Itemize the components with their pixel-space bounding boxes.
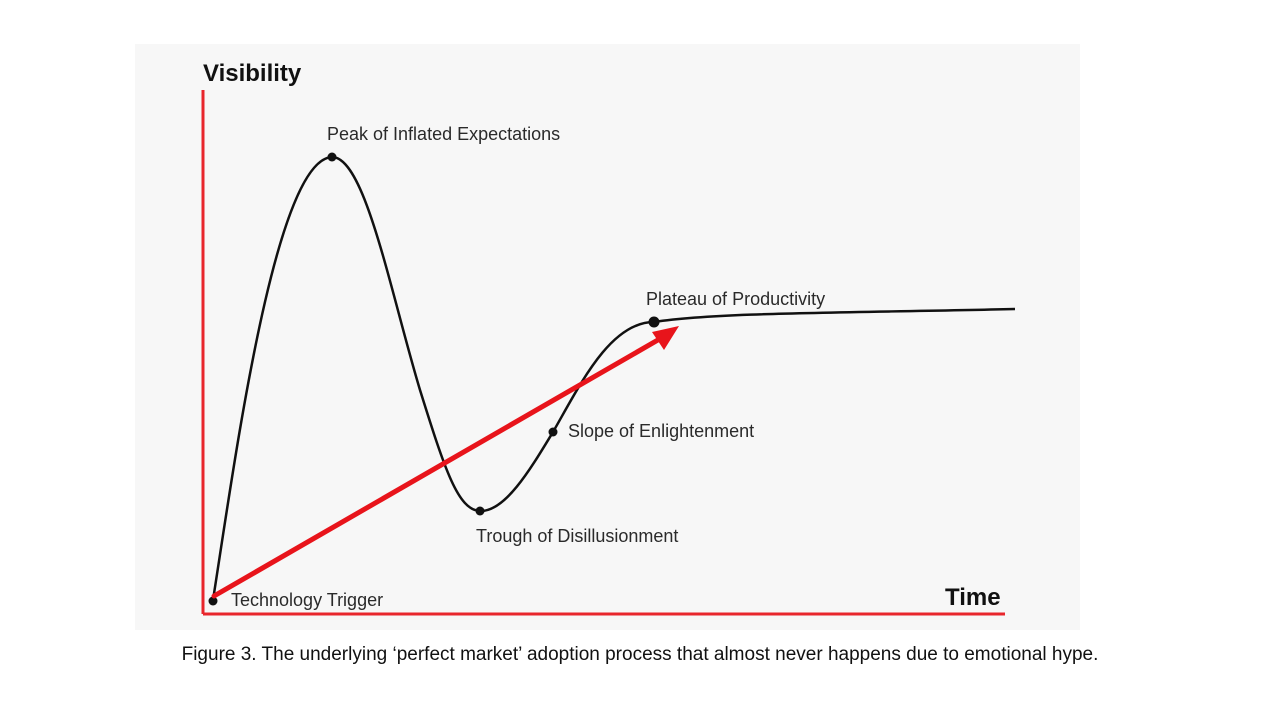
figure-panel bbox=[135, 44, 1080, 630]
y-axis-title: Visibility bbox=[203, 60, 302, 87]
label-technology-trigger: Technology Trigger bbox=[231, 590, 383, 610]
arrowhead-icon bbox=[652, 326, 679, 350]
point-plateau-of-productivity bbox=[648, 316, 660, 328]
hype-curve bbox=[211, 155, 1016, 601]
label-trough-of-disillusionment: Trough of Disillusionment bbox=[476, 526, 678, 546]
point-slope-of-enlightenment bbox=[548, 427, 558, 437]
x-axis-title: Time bbox=[945, 584, 1001, 611]
point-technology-trigger bbox=[208, 596, 218, 606]
label-plateau-of-productivity: Plateau of Productivity bbox=[646, 289, 825, 309]
label-slope-of-enlightenment: Slope of Enlightenment bbox=[568, 421, 754, 441]
figure-caption: Figure 3. The underlying ‘perfect market… bbox=[181, 644, 1099, 665]
direct-adoption-arrow bbox=[211, 330, 673, 599]
point-trough-of-disillusionment bbox=[475, 506, 485, 516]
point-peak-of-inflated-expectations bbox=[327, 152, 337, 162]
label-peak-of-inflated-expectations: Peak of Inflated Expectations bbox=[327, 124, 560, 144]
